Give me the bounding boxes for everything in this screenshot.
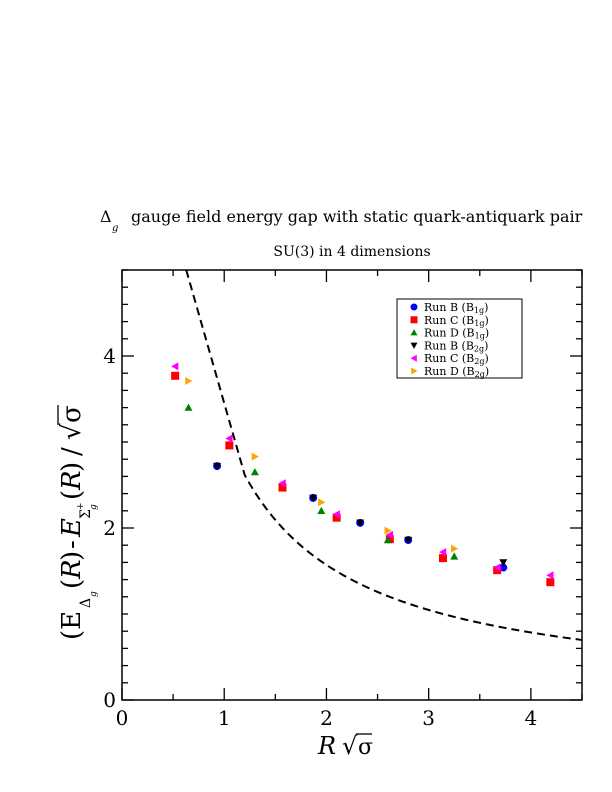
data-point-triangle-down <box>309 494 318 502</box>
data-point-square <box>225 441 234 450</box>
svg-text:R: R <box>57 559 87 580</box>
svg-text:(: ( <box>57 490 87 500</box>
data-point-square <box>493 566 502 575</box>
x-axis-label: R √ σ <box>317 732 373 760</box>
data-point-triangle-left <box>171 362 179 371</box>
legend: Run B (B1g)Run C (B1g)Run D (B1g)Run B (… <box>396 298 523 379</box>
data-point-triangle-up <box>317 506 326 514</box>
y-axis-label: (E Δ g ( R ) - E Σ + g ( R ) / √ σ <box>57 405 99 640</box>
svg-text:σ: σ <box>57 405 87 423</box>
chart-subtitle: SU(3) in 4 dimensions <box>273 244 430 260</box>
data-point-square <box>171 371 180 380</box>
data-points <box>171 362 555 587</box>
data-point-triangle-right <box>384 526 392 535</box>
svg-text:(E: (E <box>57 611 87 640</box>
reference-curve-group <box>185 269 583 641</box>
data-point-triangle-up <box>184 403 193 411</box>
legend-label: Run B (B2g) <box>424 339 488 353</box>
svg-text:E: E <box>57 518 87 538</box>
svg-text:R: R <box>317 732 336 760</box>
chart-title: gauge field energy gap with static quark… <box>131 207 583 226</box>
y-tick-label: 4 <box>103 344 116 368</box>
data-point-square <box>278 483 287 492</box>
x-tick-label: 1 <box>218 706 231 730</box>
data-point-triangle-up <box>450 552 459 560</box>
svg-text:g: g <box>89 504 99 510</box>
x-tick-labels: 0 1 2 3 4 <box>116 706 538 730</box>
data-point-circle <box>499 563 508 572</box>
data-point-triangle-right <box>185 376 193 385</box>
legend-marker-triangle-up <box>410 329 418 336</box>
svg-text:-: - <box>57 540 87 549</box>
data-point-square <box>332 513 341 522</box>
x-tick-label: 4 <box>525 706 538 730</box>
chart-title-symbol: Δ <box>100 207 112 226</box>
data-point-square <box>438 554 447 563</box>
data-point-triangle-down <box>404 536 413 545</box>
y-tick-label: 2 <box>103 516 116 540</box>
axis-ticks <box>121 269 583 701</box>
data-point-square <box>385 535 394 544</box>
legend-marker-circle <box>410 303 418 311</box>
data-point-square <box>546 578 555 587</box>
legend-label: Run D (B2g) <box>424 365 489 379</box>
data-point-triangle-left <box>438 548 447 557</box>
y-tick-label: 0 <box>103 688 116 712</box>
x-tick-label: 0 <box>116 706 129 730</box>
legend-marker-triangle-right <box>411 367 418 375</box>
svg-text:): ) <box>57 462 87 472</box>
svg-text:g: g <box>89 591 99 597</box>
svg-text:/: / <box>57 447 87 456</box>
reference-curve <box>185 269 583 641</box>
legend-marker-triangle-left <box>410 354 417 362</box>
legend-marker-square <box>410 316 418 324</box>
svg-text:Δ: Δ <box>78 598 94 608</box>
svg-text:(: ( <box>57 579 87 589</box>
data-point-triangle-down <box>356 519 365 527</box>
x-tick-label: 3 <box>422 706 435 730</box>
data-point-triangle-down <box>499 559 508 567</box>
legend-marker-triangle-down <box>410 342 418 349</box>
y-tick-labels: 0 2 4 <box>103 344 116 712</box>
data-point-triangle-left <box>493 563 501 572</box>
svg-text:√: √ <box>342 732 358 760</box>
data-point-triangle-left <box>278 479 286 488</box>
data-point-triangle-left <box>332 510 340 519</box>
svg-text:+: + <box>76 502 86 510</box>
data-point-triangle-down <box>213 462 222 471</box>
legend-box <box>396 298 523 379</box>
data-point-triangle-right <box>451 544 459 553</box>
chart-title-symbol-sub: g <box>112 223 118 234</box>
legend-label: Run C (B2g) <box>424 352 489 366</box>
data-point-triangle-up <box>250 468 259 476</box>
data-point-triangle-right <box>251 452 259 461</box>
legend-label: Run D (B1g) <box>424 327 489 341</box>
svg-text:Σ: Σ <box>78 509 94 519</box>
plot-frame <box>121 269 583 701</box>
legend-label: Run C (B1g) <box>424 314 489 328</box>
legend-entries: Run B (B1g)Run C (B1g)Run D (B1g)Run B (… <box>410 301 489 379</box>
svg-text:σ: σ <box>358 735 373 760</box>
svg-text:√: √ <box>57 423 87 440</box>
data-point-triangle-left <box>225 434 233 443</box>
data-point-triangle-left <box>385 530 394 539</box>
data-point-triangle-right <box>318 498 326 507</box>
data-point-triangle-left <box>546 571 554 580</box>
x-tick-label: 2 <box>320 706 333 730</box>
svg-text:): ) <box>57 551 87 561</box>
svg-text:R: R <box>57 470 87 491</box>
data-point-triangle-up <box>383 536 392 544</box>
legend-label: Run B (B1g) <box>424 301 488 315</box>
